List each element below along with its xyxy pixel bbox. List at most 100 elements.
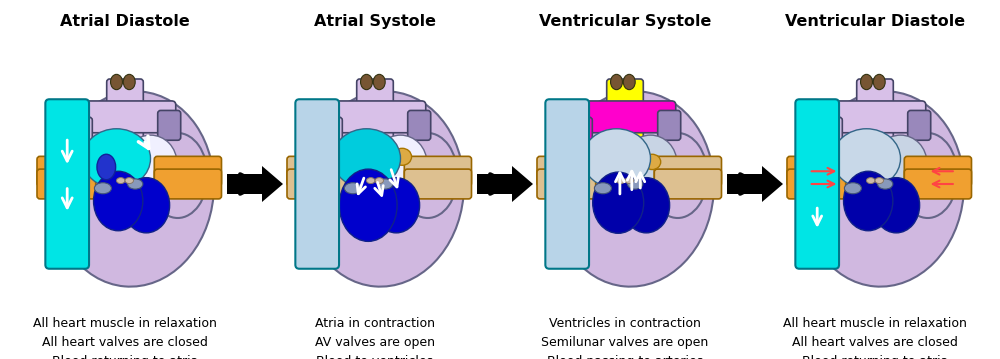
Ellipse shape xyxy=(374,135,427,190)
Text: All heart muscle in relaxation
All heart valves are closed
Blood returning to at: All heart muscle in relaxation All heart… xyxy=(783,317,967,359)
Ellipse shape xyxy=(625,178,634,183)
FancyBboxPatch shape xyxy=(908,111,931,140)
FancyBboxPatch shape xyxy=(654,169,722,199)
FancyBboxPatch shape xyxy=(574,101,676,133)
FancyBboxPatch shape xyxy=(814,117,842,140)
FancyBboxPatch shape xyxy=(564,117,592,140)
Polygon shape xyxy=(262,166,283,202)
Ellipse shape xyxy=(82,129,150,188)
FancyBboxPatch shape xyxy=(857,79,893,149)
Ellipse shape xyxy=(898,133,957,218)
FancyBboxPatch shape xyxy=(64,117,92,140)
FancyBboxPatch shape xyxy=(37,157,96,186)
FancyBboxPatch shape xyxy=(295,99,339,269)
FancyBboxPatch shape xyxy=(545,99,589,269)
Ellipse shape xyxy=(594,183,611,194)
Ellipse shape xyxy=(375,178,384,183)
Ellipse shape xyxy=(582,129,650,188)
Ellipse shape xyxy=(378,179,393,189)
Text: Ventricular Diastole: Ventricular Diastole xyxy=(785,14,965,29)
Ellipse shape xyxy=(398,133,457,218)
FancyBboxPatch shape xyxy=(787,169,846,199)
Ellipse shape xyxy=(52,92,214,286)
FancyBboxPatch shape xyxy=(107,79,143,149)
Ellipse shape xyxy=(861,74,872,90)
Ellipse shape xyxy=(94,171,143,231)
FancyBboxPatch shape xyxy=(154,157,222,186)
Ellipse shape xyxy=(844,171,893,231)
FancyBboxPatch shape xyxy=(795,99,839,269)
Ellipse shape xyxy=(593,172,644,233)
FancyBboxPatch shape xyxy=(404,169,472,199)
Ellipse shape xyxy=(875,178,884,183)
Ellipse shape xyxy=(802,92,964,286)
Ellipse shape xyxy=(373,178,420,233)
Ellipse shape xyxy=(624,135,677,190)
Ellipse shape xyxy=(302,92,464,286)
Ellipse shape xyxy=(648,133,707,218)
Ellipse shape xyxy=(874,135,927,190)
Ellipse shape xyxy=(611,74,622,90)
FancyBboxPatch shape xyxy=(654,157,722,186)
Ellipse shape xyxy=(873,178,920,233)
Polygon shape xyxy=(512,166,533,202)
FancyBboxPatch shape xyxy=(607,79,643,149)
FancyBboxPatch shape xyxy=(904,157,972,186)
FancyBboxPatch shape xyxy=(74,101,176,133)
FancyBboxPatch shape xyxy=(727,174,762,194)
FancyBboxPatch shape xyxy=(824,101,926,133)
Ellipse shape xyxy=(866,178,875,183)
Text: Atrial Systole: Atrial Systole xyxy=(314,14,436,29)
Ellipse shape xyxy=(111,74,122,90)
Ellipse shape xyxy=(97,154,116,180)
Polygon shape xyxy=(762,166,783,202)
FancyBboxPatch shape xyxy=(154,169,222,199)
FancyBboxPatch shape xyxy=(227,174,262,194)
FancyBboxPatch shape xyxy=(287,169,346,199)
FancyBboxPatch shape xyxy=(787,157,846,186)
Ellipse shape xyxy=(844,183,861,194)
Ellipse shape xyxy=(123,74,135,90)
FancyBboxPatch shape xyxy=(45,99,89,269)
Ellipse shape xyxy=(332,129,400,188)
Ellipse shape xyxy=(373,74,385,90)
FancyBboxPatch shape xyxy=(37,169,96,199)
Ellipse shape xyxy=(125,178,134,183)
Ellipse shape xyxy=(393,148,412,165)
Text: All heart muscle in relaxation
All heart valves are closed
Blood returning to at: All heart muscle in relaxation All heart… xyxy=(33,317,217,359)
Ellipse shape xyxy=(339,169,397,241)
Ellipse shape xyxy=(361,74,372,90)
Ellipse shape xyxy=(124,135,177,190)
Text: Atrial Diastole: Atrial Diastole xyxy=(60,14,190,29)
Text: Atria in contraction
AV valves are open
Blood to ventricles: Atria in contraction AV valves are open … xyxy=(315,317,435,359)
Ellipse shape xyxy=(148,133,207,218)
FancyBboxPatch shape xyxy=(158,111,181,140)
Ellipse shape xyxy=(344,183,361,194)
Ellipse shape xyxy=(628,179,643,189)
FancyBboxPatch shape xyxy=(287,157,346,186)
FancyBboxPatch shape xyxy=(404,157,472,186)
FancyBboxPatch shape xyxy=(904,169,972,199)
FancyBboxPatch shape xyxy=(537,169,596,199)
FancyBboxPatch shape xyxy=(357,79,393,149)
Ellipse shape xyxy=(873,74,885,90)
Ellipse shape xyxy=(94,183,111,194)
FancyBboxPatch shape xyxy=(314,117,342,140)
FancyBboxPatch shape xyxy=(408,111,431,140)
Ellipse shape xyxy=(366,178,375,183)
Ellipse shape xyxy=(623,74,635,90)
Ellipse shape xyxy=(116,178,125,183)
Ellipse shape xyxy=(616,178,625,183)
Ellipse shape xyxy=(623,178,670,233)
Text: Ventricles in contraction
Semilunar valves are open
Blood passing to arteries: Ventricles in contraction Semilunar valv… xyxy=(541,317,709,359)
FancyBboxPatch shape xyxy=(477,174,512,194)
FancyBboxPatch shape xyxy=(324,101,426,133)
Text: Ventricular Systole: Ventricular Systole xyxy=(539,14,711,29)
Ellipse shape xyxy=(878,179,893,189)
Ellipse shape xyxy=(128,179,143,189)
FancyBboxPatch shape xyxy=(658,111,681,140)
Ellipse shape xyxy=(832,129,900,188)
Ellipse shape xyxy=(123,178,170,233)
Ellipse shape xyxy=(552,92,714,286)
FancyBboxPatch shape xyxy=(537,157,596,186)
